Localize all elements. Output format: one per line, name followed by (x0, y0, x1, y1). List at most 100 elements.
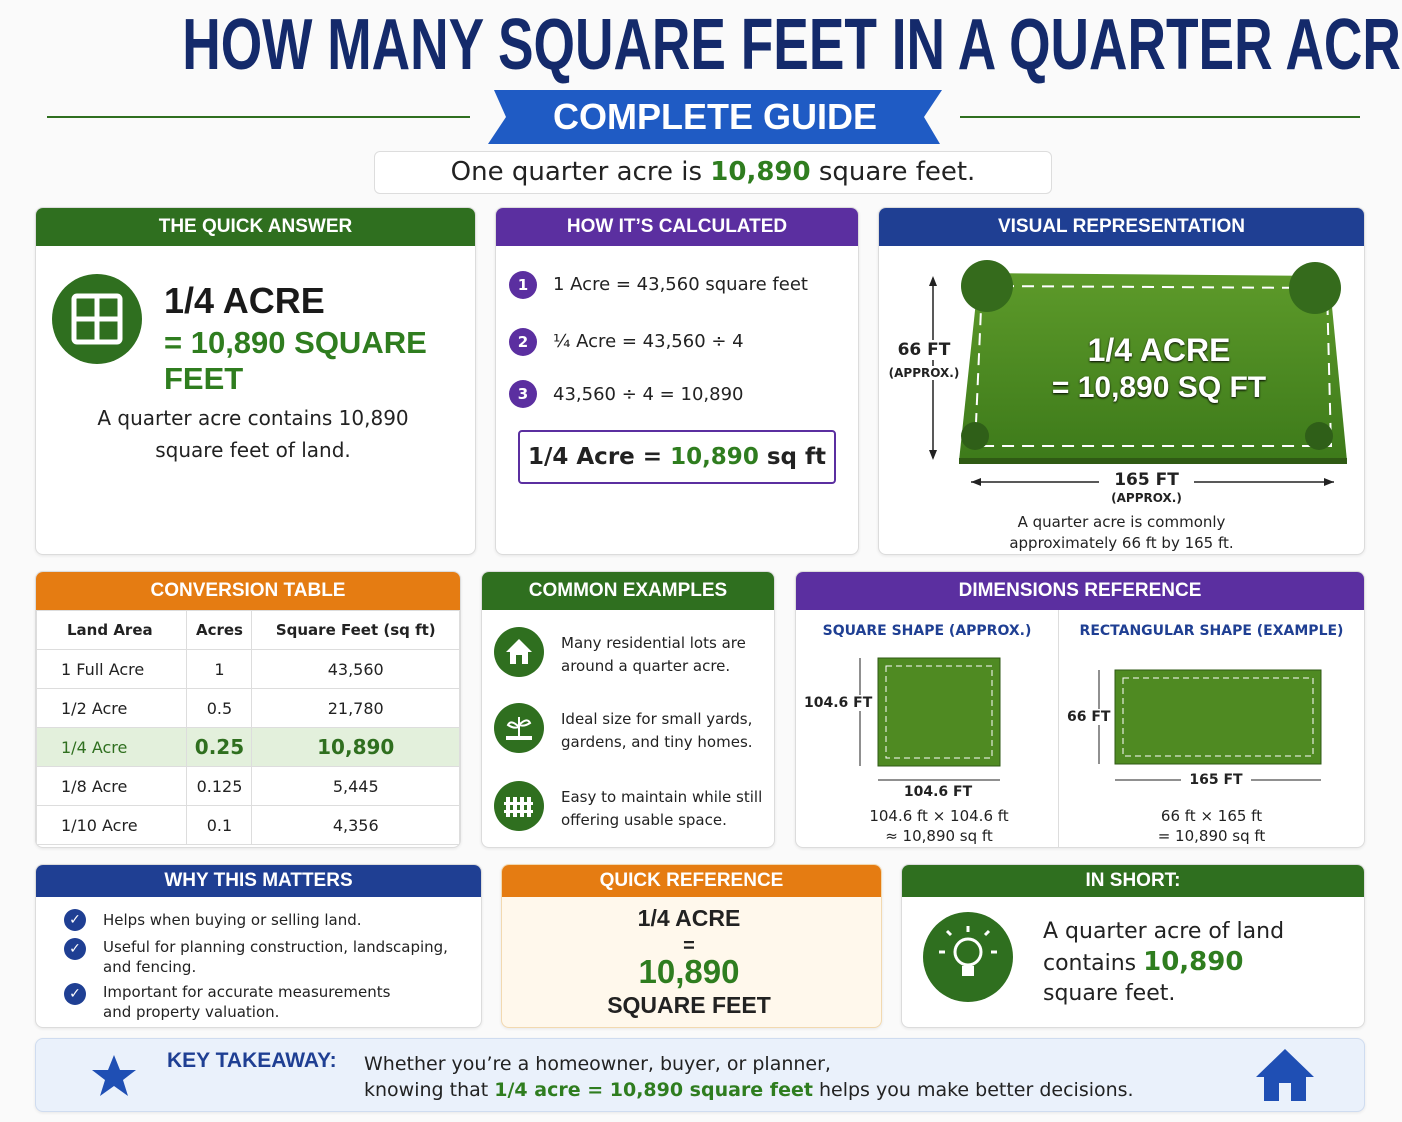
text-line: Whether you’re a homeowner, buyer, or pl… (364, 1053, 831, 1075)
rectangle-drawing (1098, 669, 1322, 781)
subtitle-text: square feet. (818, 157, 976, 187)
reference-line: 1/4 ACRE (637, 905, 741, 931)
why-item: Important for accurate measurements and p… (103, 982, 390, 1022)
reference-line: SQUARE FEET (607, 992, 771, 1018)
star-icon (92, 1055, 136, 1096)
why-panel: WHY THIS MATTERS ✓ Helps when buying or … (35, 864, 482, 1028)
text-line: A quarter acre is commonly (1017, 513, 1226, 531)
cell: 0.1 (186, 805, 253, 845)
house-icon (1256, 1049, 1314, 1101)
text-line: Helps when buying or selling land. (103, 911, 362, 929)
text-line: square feet of land. (155, 438, 351, 462)
subtitle-text: One quarter acre is (450, 157, 702, 187)
result-text: 1/4 Acre = (527, 444, 663, 470)
subtitle: One quarter acre is 10,890 square feet. (374, 151, 1052, 194)
check-icon: ✓ (64, 909, 86, 931)
text-line: 104.6 ft × 104.6 ft (869, 807, 1009, 825)
highlight: 1/4 acre = 10,890 square feet (494, 1079, 813, 1101)
divider (1058, 610, 1059, 847)
subtitle-highlight: 10,890 (710, 157, 811, 187)
example-text: Many residential lots are around a quarte… (561, 632, 746, 678)
cell: 21,780 (251, 688, 460, 728)
text-line: contains 10,890 (1043, 947, 1284, 979)
text-line: = 10,890 sq ft (1157, 827, 1266, 845)
bottom-label: 104.6 FT (903, 784, 973, 800)
side-label: 104.6 FT (804, 695, 873, 711)
cell: 1/8 Acre (36, 766, 188, 806)
highlight: 10,890 (1143, 947, 1244, 977)
text-line: Easy to maintain while still (561, 788, 763, 806)
shape-title: SQUARE SHAPE (APPROX.) (822, 623, 1032, 639)
visual-panel: VISUAL REPRESENTATION 1/4 ACRE = 10,890 … (878, 207, 1365, 555)
cell: 0.5 (186, 688, 253, 728)
bottom-label: 165 FT (1181, 772, 1251, 788)
key-takeaway-panel: KEY TAKEAWAY: Whether you’re a homeowner… (35, 1038, 1365, 1112)
text: contains (1043, 951, 1137, 976)
text-line: and fencing. (103, 958, 197, 976)
text-line: A quarter acre contains 10,890 (97, 406, 409, 430)
step-text: 1 Acre = 43,560 square feet (553, 274, 808, 295)
text-line: square feet. (1043, 981, 1176, 1006)
caption: A quarter acre is commonly approximately … (879, 512, 1364, 554)
cell: 1/2 Acre (36, 688, 188, 728)
panel-heading: QUICK REFERENCE (502, 865, 881, 897)
result-box: 1/4 Acre = 10,890 sq ft (518, 430, 836, 484)
step-text: ¼ Acre = 43,560 ÷ 4 (553, 331, 744, 352)
panel-heading: COMMON EXAMPLES (482, 572, 774, 610)
width-label: 165 FT (1099, 470, 1194, 490)
text: knowing that (364, 1079, 489, 1101)
cell: 10,890 (251, 727, 460, 767)
cell: 4,356 (251, 805, 460, 845)
in-short-panel: IN SHORT: A quarter acre of land contain… (901, 864, 1365, 1028)
text-line: knowing that 1/4 acre = 10,890 square fe… (364, 1077, 1134, 1103)
column-header: Acres (186, 610, 253, 650)
step-text: 43,560 ÷ 4 = 10,890 (553, 384, 744, 405)
text-line: Ideal size for small yards, (561, 710, 753, 728)
cell: 0.125 (186, 766, 253, 806)
why-item: Helps when buying or selling land. (103, 910, 362, 930)
dimensions-panel: DIMENSIONS REFERENCE SQUARE SHAPE (APPRO… (795, 571, 1365, 848)
step-number: 2 (509, 328, 537, 356)
formula: 104.6 ft × 104.6 ft ≈ 10,890 sq ft (796, 806, 1082, 846)
text-line: 66 ft × 165 ft (1160, 807, 1263, 825)
reference-line: = (683, 935, 695, 957)
lot-drawing (929, 260, 1347, 486)
quick-reference-panel: QUICK REFERENCE 1/4 ACRE = 10,890 SQUARE… (501, 864, 882, 1028)
text-line: Important for accurate measurements (103, 983, 391, 1001)
cell: 1 Full Acre (36, 649, 188, 689)
quick-answer-panel: THE QUICK ANSWER 1/4 ACRE = 10,890 SQUAR… (35, 207, 476, 555)
lot-label: = 10,890 SQ FT (1051, 371, 1267, 404)
panel-heading: DIMENSIONS REFERENCE (796, 572, 1364, 610)
panel-heading: HOW IT’S CALCULATED (496, 208, 858, 246)
takeaway-label: KEY TAKEAWAY: (167, 1049, 337, 1072)
height-note: (APPROX.) (885, 366, 963, 380)
garden-icon (494, 703, 544, 753)
house-icon (494, 627, 544, 677)
rule (47, 116, 470, 118)
side-label: 66 FT (1067, 709, 1111, 725)
formula: 66 ft × 165 ft = 10,890 sq ft (1059, 806, 1364, 846)
example-text: Ideal size for small yards, gardens, and … (561, 708, 753, 754)
lot-label: 1/4 ACRE (1087, 332, 1231, 368)
example-text: Easy to maintain while still offering usa… (561, 786, 762, 832)
panel-heading: CONVERSION TABLE (36, 572, 460, 610)
height-label: 66 FT (885, 340, 963, 360)
cell: 1/4 Acre (36, 727, 188, 767)
square-drawing (859, 657, 1001, 781)
why-item: Useful for planning construction, landsc… (103, 937, 448, 977)
width-note: (APPROX.) (1111, 491, 1182, 505)
text-line: Useful for planning construction, landsc… (103, 938, 448, 956)
cell: 43,560 (251, 649, 460, 689)
text: helps you make better decisions. (818, 1079, 1134, 1101)
conversion-table: Land Area Acres Square Feet (sq ft) 1 Full… (36, 610, 460, 845)
panel-heading: THE QUICK ANSWER (36, 208, 475, 246)
text-line: Many residential lots are (561, 634, 746, 652)
text-line: around a quarter acre. (561, 657, 731, 675)
conversion-panel: CONVERSION TABLE Land Area Acres Square Fe… (35, 571, 461, 848)
cell: 0.25 (186, 727, 253, 767)
text-line: A quarter acre of land (1043, 919, 1285, 944)
fence-icon (494, 781, 544, 831)
cell: 1 (186, 649, 253, 689)
panel-heading: VISUAL REPRESENTATION (879, 208, 1364, 246)
title: HOW MANY SQUARE FEET IN A QUARTER ACRE? (182, 5, 1402, 85)
